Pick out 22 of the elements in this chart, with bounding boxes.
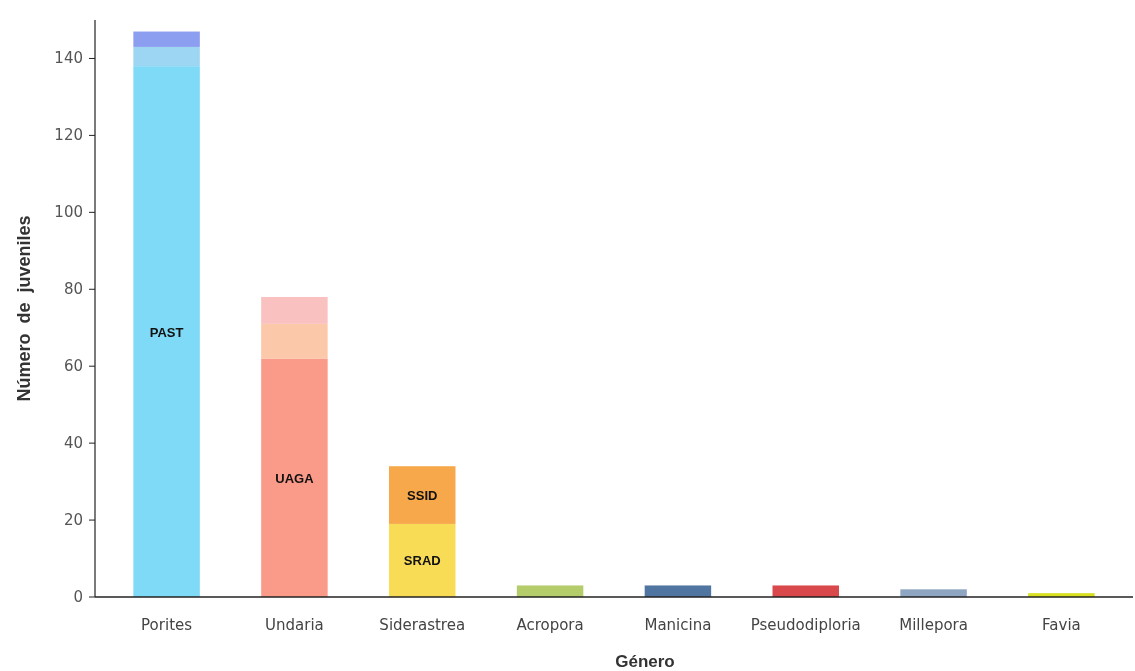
series-label: PAST [149,324,184,340]
series-label: SRAD [403,553,441,569]
y-tick-label: 0 [73,588,83,606]
y-tick-label: 60 [63,357,83,376]
x-tick-label: Favia [1042,616,1081,634]
x-tick-label: Undaria [265,616,324,634]
series-label: SSID [407,488,438,504]
y-tick-label: 20 [63,511,83,530]
y-axis-title: Número de juveniles [14,215,34,402]
x-tick-label: Porites [141,616,193,634]
y-tick-label: 140 [54,49,83,68]
y-tick-label: 120 [54,126,83,145]
y-tick-label: 40 [63,434,83,453]
x-tick-label: Pseudodiploria [750,616,861,634]
x-axis-title: Género [615,652,675,671]
x-tick-label: Acropora [516,616,584,634]
series-label: UAGA [275,470,315,486]
x-tick-label: Siderastrea [379,616,466,634]
x-tick-label: Manicina [644,616,712,634]
y-tick-label: 80 [63,280,83,299]
x-tick-label: Millepora [899,616,968,634]
y-tick-label: 100 [54,203,83,222]
